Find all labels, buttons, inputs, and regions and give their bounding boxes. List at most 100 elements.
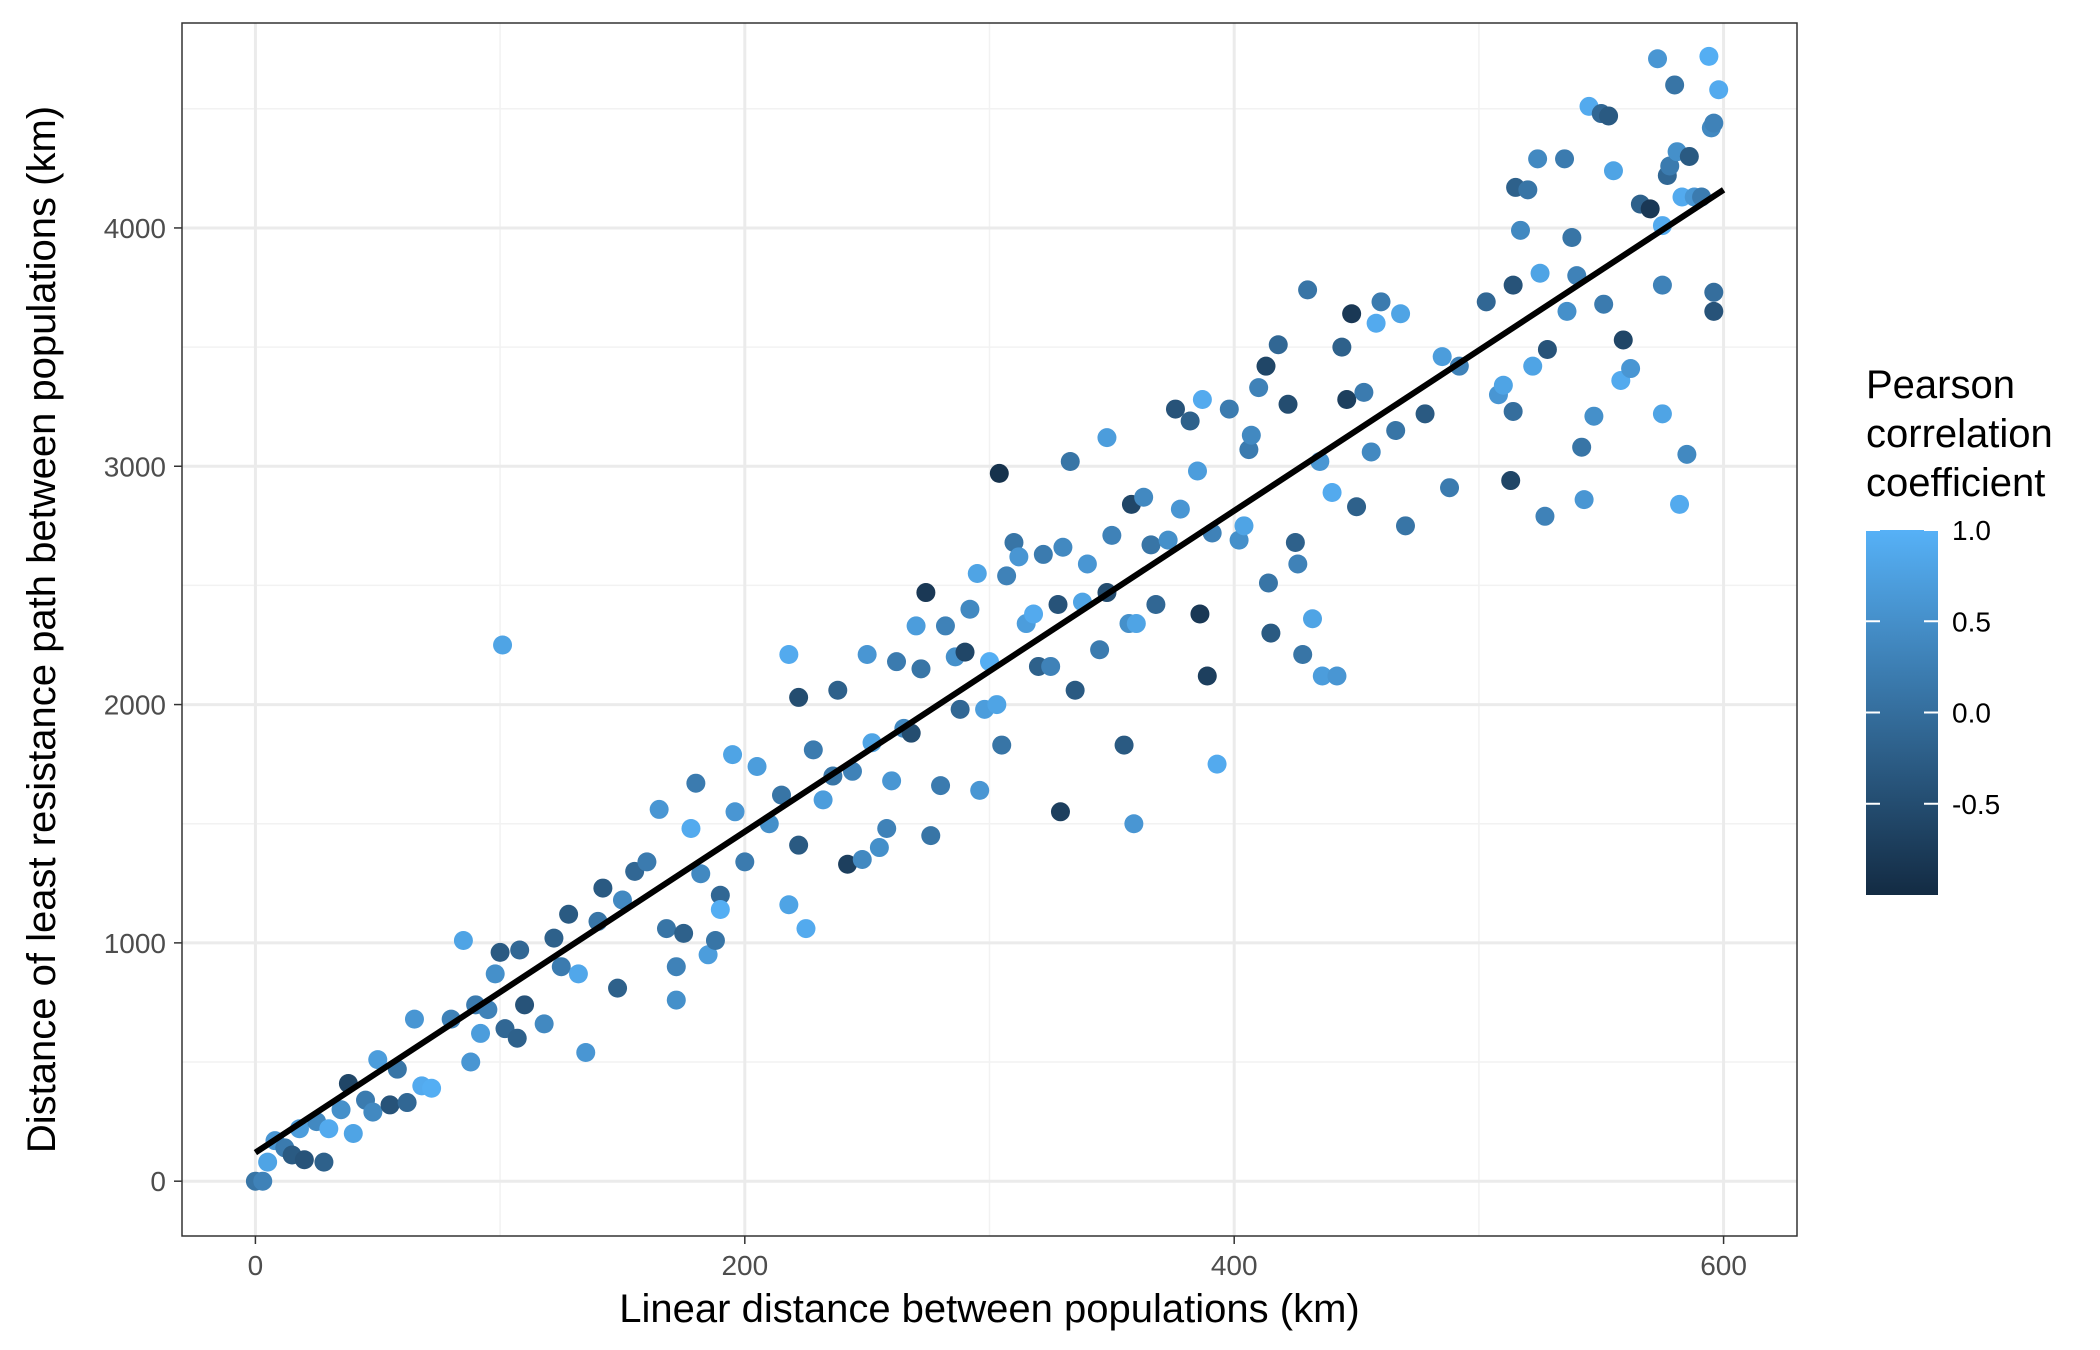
data-point <box>1332 337 1352 357</box>
data-point <box>882 771 902 791</box>
data-point <box>551 957 571 977</box>
data-point <box>1537 339 1557 359</box>
data-point <box>1704 113 1724 133</box>
data-point <box>987 695 1007 715</box>
data-point <box>931 776 951 796</box>
data-point <box>1077 554 1097 574</box>
y-tick-label: 2000 <box>104 690 166 721</box>
data-point <box>950 699 970 719</box>
legend-title-line-3: coefficient <box>1866 461 2045 505</box>
grid-minor <box>182 23 1797 1236</box>
colorbar-tick-label: -0.5 <box>1952 789 2000 820</box>
data-point <box>380 1095 400 1115</box>
data-point <box>779 895 799 915</box>
data-point <box>471 1023 491 1043</box>
data-point <box>828 680 848 700</box>
data-point <box>725 802 745 822</box>
data-point <box>1322 482 1342 502</box>
data-point <box>869 838 889 858</box>
colorbar-tick-label: 0.0 <box>1952 698 1991 729</box>
data-point <box>1518 180 1538 200</box>
y-tick-label: 4000 <box>104 213 166 244</box>
data-point <box>1337 390 1357 410</box>
data-point <box>507 1028 527 1048</box>
data-point <box>343 1124 363 1144</box>
data-point <box>681 818 701 838</box>
data-point <box>1060 451 1080 471</box>
data-point <box>363 1102 383 1122</box>
colorbar-tick-label: 1.0 <box>1952 515 1991 546</box>
data-point <box>1126 614 1146 634</box>
data-point <box>1613 330 1633 350</box>
data-point <box>1048 594 1068 614</box>
data-point <box>544 928 564 948</box>
data-point <box>294 1150 314 1170</box>
data-point <box>1024 604 1044 624</box>
x-tick-label: 200 <box>721 1250 768 1281</box>
data-point <box>1660 156 1680 176</box>
data-point <box>1219 399 1239 419</box>
data-point <box>967 563 987 583</box>
data-point <box>1268 335 1288 355</box>
data-point <box>887 652 907 672</box>
data-point <box>935 616 955 636</box>
data-point <box>1234 516 1254 536</box>
data-point <box>970 780 990 800</box>
legend-title-line-2: correlation <box>1866 412 2053 456</box>
data-point <box>803 740 823 760</box>
data-point <box>559 904 579 924</box>
data-point <box>1158 530 1178 550</box>
data-point <box>1354 382 1374 402</box>
data-point <box>1004 533 1024 553</box>
data-point <box>1677 444 1697 464</box>
data-point <box>1572 437 1592 457</box>
data-point <box>691 864 711 884</box>
data-point <box>637 852 657 872</box>
data-point <box>1146 594 1166 614</box>
data-point <box>1293 645 1313 665</box>
data-point <box>705 930 725 950</box>
y-tick-label: 0 <box>150 1166 166 1197</box>
data-point <box>397 1093 417 1113</box>
data-point <box>1053 537 1073 557</box>
data-point <box>368 1050 388 1070</box>
data-point <box>1503 275 1523 295</box>
data-point <box>1165 399 1185 419</box>
data-point <box>1432 347 1452 367</box>
data-point <box>698 945 718 965</box>
data-point <box>1134 487 1154 507</box>
data-point <box>1386 421 1406 441</box>
data-point <box>1501 471 1521 491</box>
data-point <box>1555 149 1575 169</box>
data-point <box>1704 301 1724 321</box>
data-point <box>1652 404 1672 424</box>
data-point <box>1285 533 1305 553</box>
data-point <box>1528 149 1548 169</box>
legend-title-line-1: Pearson <box>1866 363 2015 407</box>
data-point <box>1342 304 1362 324</box>
data-point <box>1229 530 1249 550</box>
data-point <box>422 1078 442 1098</box>
data-point <box>534 1014 554 1034</box>
data-point <box>1535 506 1555 526</box>
trend-line <box>253 187 1726 1156</box>
x-axis: 0 200 400 600 <box>248 1236 1747 1281</box>
data-point <box>852 849 872 869</box>
data-point <box>1476 292 1496 312</box>
data-point <box>1557 301 1577 321</box>
data-point <box>1574 490 1594 510</box>
data-point <box>857 645 877 665</box>
data-point <box>1640 199 1660 219</box>
x-tick-label: 400 <box>1211 1250 1258 1281</box>
data-point <box>796 919 816 939</box>
data-point <box>1665 75 1685 95</box>
data-point <box>789 835 809 855</box>
data-point <box>461 1052 481 1072</box>
data-point <box>989 463 1009 483</box>
data-point <box>1361 442 1381 462</box>
data-point <box>576 1043 596 1063</box>
data-point <box>789 687 809 707</box>
data-point <box>1599 106 1619 126</box>
